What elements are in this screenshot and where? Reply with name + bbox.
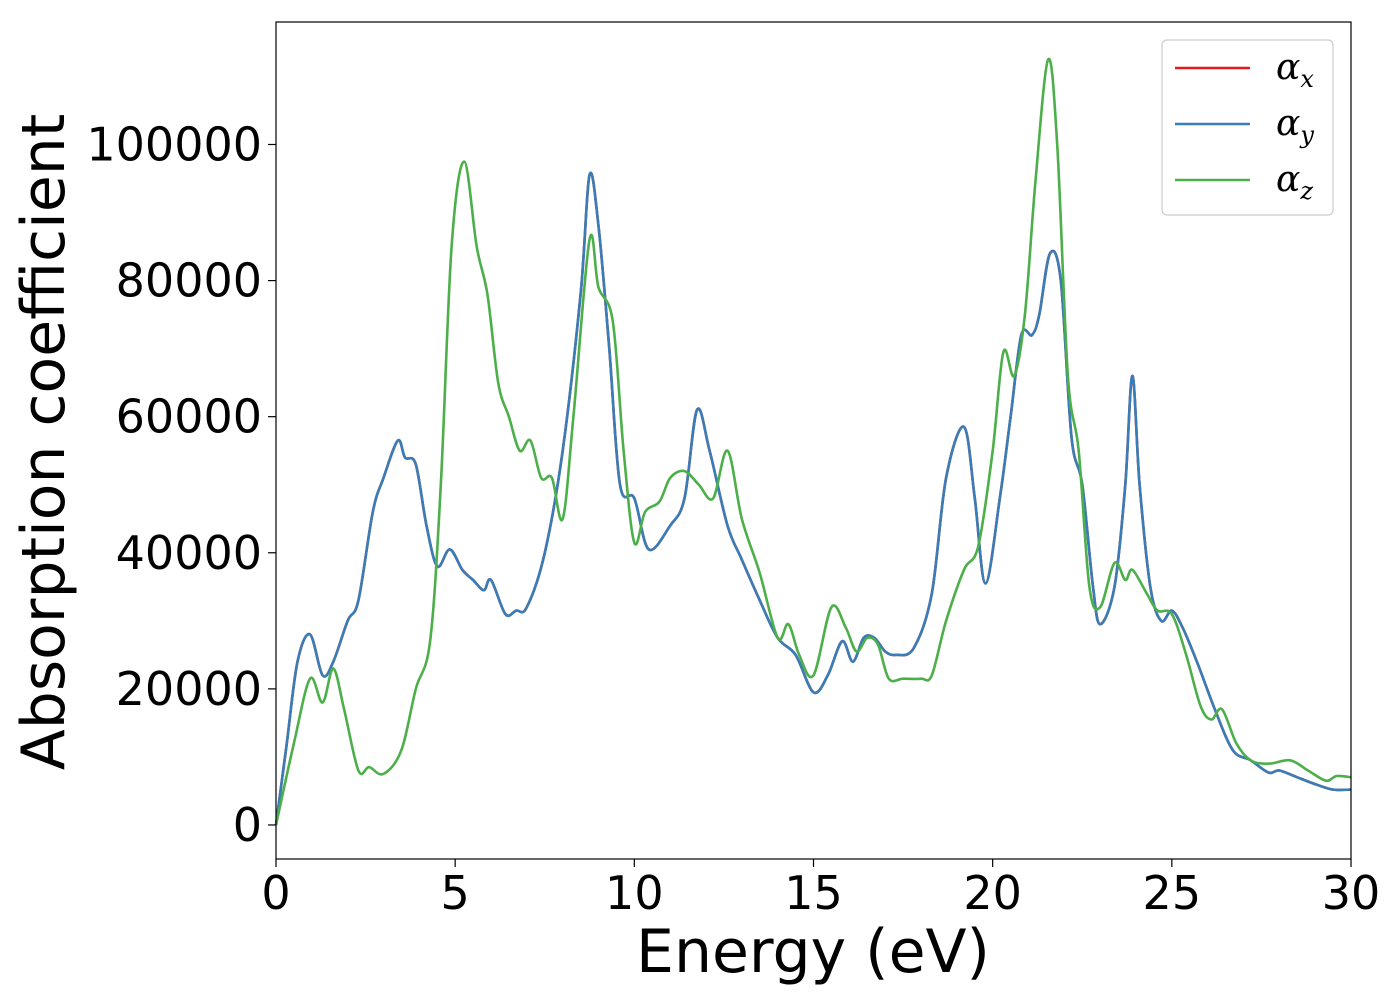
y-tick-label: 60000 [116, 390, 262, 444]
y-tick-label: 20000 [116, 662, 262, 716]
y-tick-label: 80000 [116, 254, 262, 308]
x-tick-label: 25 [1143, 866, 1202, 920]
x-tick-label: 15 [784, 866, 843, 920]
series-line-alpha-z [274, 57, 1352, 826]
x-tick-label: 10 [605, 866, 664, 920]
y-axis-ticks: 0 20000 40000 60000 80000 100000 [86, 117, 276, 852]
y-tick-label: 100000 [86, 117, 262, 171]
x-tick-label: 0 [261, 866, 290, 920]
x-axis-ticks: 0 5 10 15 20 25 30 [261, 859, 1380, 920]
y-tick-label: 40000 [116, 526, 262, 580]
legend-box [1161, 39, 1334, 216]
series-layer [274, 57, 1352, 826]
x-tick-label: 5 [441, 866, 470, 920]
series-line-alpha-y [274, 171, 1352, 826]
x-tick-label: 30 [1322, 866, 1381, 920]
x-axis-label: Energy (eV) [636, 917, 990, 987]
y-tick-label: 0 [233, 798, 262, 852]
y-axis-label: Absorption coefficient [9, 114, 79, 771]
x-tick-label: 20 [963, 866, 1022, 920]
